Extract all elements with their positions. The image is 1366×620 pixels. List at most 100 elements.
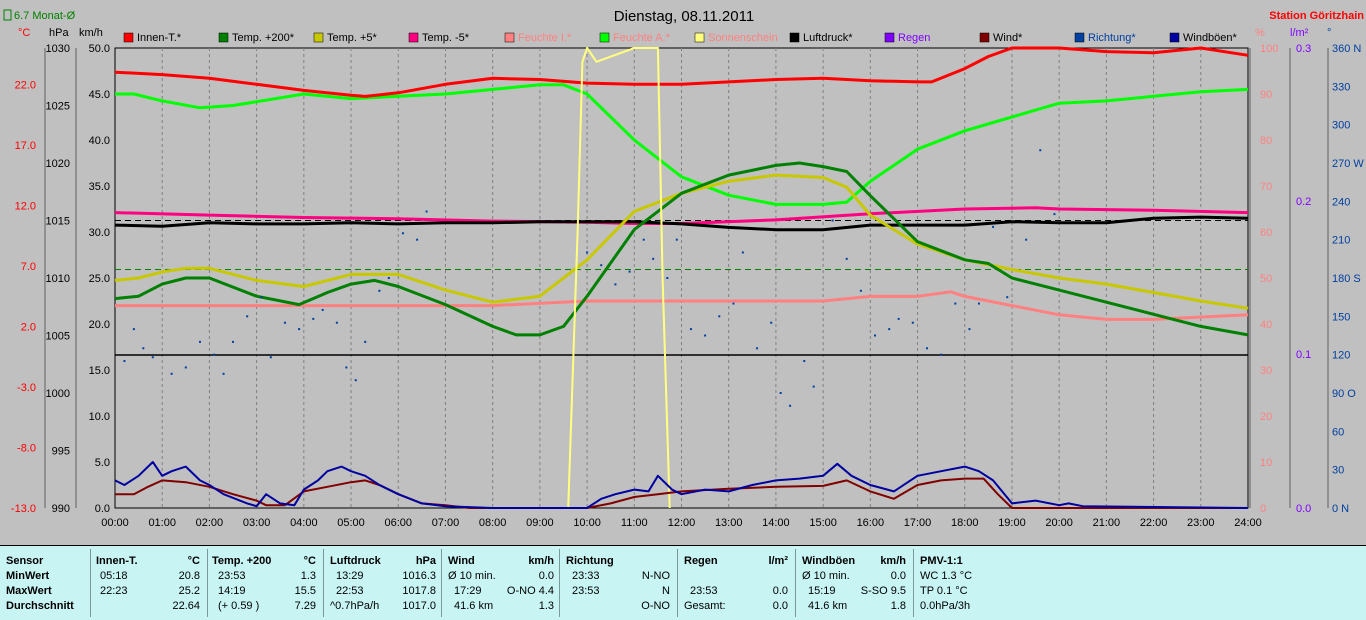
- richtung-point: [642, 238, 645, 241]
- richtung-point: [897, 317, 900, 320]
- time-tick-label: 04:00: [290, 517, 318, 529]
- wind-unit: km/h: [528, 555, 554, 567]
- richtung-point: [1053, 213, 1056, 216]
- stats-pmv-column: PMV-1:1 WC 1.3 °C TP 0.1 °C 0.0hPa/3h: [920, 546, 1030, 620]
- humidity-tick-label: 30: [1260, 365, 1272, 377]
- time-tick-label: 01:00: [148, 517, 176, 529]
- axes-group: 22.017.012.07.02.0-3.0-8.0-13.0103010251…: [11, 43, 1364, 529]
- temp-tick-label: -13.0: [11, 503, 36, 515]
- richtung-point: [132, 328, 135, 331]
- time-tick-label: 12:00: [668, 517, 696, 529]
- richtung-min-time: 23:33: [572, 570, 600, 582]
- richtung-point: [718, 315, 721, 318]
- richtung-point: [741, 251, 744, 254]
- legend-item-regen: Regen: [884, 32, 930, 44]
- series-group: [114, 46, 1249, 509]
- time-tick-label: 20:00: [1045, 517, 1073, 529]
- rain-tick-label: 0.2: [1296, 196, 1311, 208]
- temp200-unit: °C: [303, 555, 316, 567]
- wind-tick-label: 45.0: [89, 89, 110, 101]
- regen-unit: l/m²: [768, 555, 788, 567]
- time-tick-label: 19:00: [998, 517, 1026, 529]
- richtung-point: [586, 251, 589, 254]
- time-tick-label: 24:00: [1234, 517, 1262, 529]
- temp-tick-label: 12.0: [15, 200, 36, 212]
- stats-panel: Sensor MinWert MaxWert Durchschnitt Inne…: [0, 545, 1366, 620]
- row-label-avg: Durchschnitt: [6, 600, 74, 612]
- richtung-point: [812, 385, 815, 388]
- direction-tick-label: 210: [1332, 235, 1350, 247]
- wind-avg: 1.3: [538, 600, 554, 612]
- richtung-point: [704, 334, 707, 337]
- temp200-max-time: 14:19: [218, 585, 246, 597]
- legend-label: Wind*: [993, 32, 1023, 44]
- richtung-point: [845, 257, 848, 260]
- time-tick-label: 22:00: [1140, 517, 1168, 529]
- legend-label: Temp. +200*: [232, 32, 295, 44]
- wind-tick-label: 35.0: [89, 181, 110, 193]
- legend-swatch: [789, 32, 800, 43]
- temp-tick-label: 7.0: [21, 261, 36, 273]
- month-avg-label: 6.7 Monat-Ø: [14, 10, 76, 22]
- legend-label: Temp. +5*: [327, 32, 378, 44]
- legend-label: Sonnenschein: [708, 32, 778, 44]
- stats-wind-column: Wind km/h Ø 10 min. 0.0 17:29 O-NO 4.4 4…: [448, 546, 558, 620]
- time-tick-label: 11:00: [621, 517, 648, 529]
- richtung-point: [416, 238, 419, 241]
- temp-tick-label: 22.0: [15, 79, 36, 91]
- richtung-series: [123, 149, 1056, 407]
- temp200-avg: 7.29: [294, 600, 316, 612]
- legend-swatch: [313, 32, 324, 43]
- richtung-avg: O-NO: [641, 600, 670, 612]
- wind-tick-label: 5.0: [95, 457, 110, 469]
- richtung-point: [142, 347, 145, 350]
- temp200-min: 1.3: [300, 570, 316, 582]
- innen-max-time: 22:23: [100, 585, 128, 597]
- richtung-point: [298, 328, 301, 331]
- stats-label-column: Sensor MinWert MaxWert Durchschnitt: [6, 546, 88, 620]
- richtung-point: [789, 404, 792, 407]
- legend-swatch: [979, 32, 990, 43]
- legend-item-richtung: Richtung*: [1074, 32, 1136, 44]
- humidity-tick-label: 100: [1260, 43, 1278, 55]
- temp200-title: Temp. +200: [212, 555, 272, 567]
- pressure-tick-label: 995: [52, 446, 70, 458]
- richtung-point: [600, 264, 603, 267]
- time-tick-label: 21:00: [1093, 517, 1121, 529]
- legend-item-temp-5: Temp. -5*: [408, 32, 470, 44]
- legend: Innen-T.* Temp. +200* Temp. +5* Temp. -5* Fe…: [123, 32, 1238, 44]
- boeen-unit: km/h: [880, 555, 906, 567]
- temp200-trend: (+ 0.59 ): [218, 600, 260, 612]
- legend-label: Richtung*: [1088, 32, 1136, 44]
- legend-label: Innen-T.*: [137, 32, 182, 44]
- richtung-point: [756, 347, 759, 350]
- richtung-point: [770, 321, 773, 324]
- direction-tick-label: 300: [1332, 120, 1350, 132]
- richtung-point: [779, 392, 782, 394]
- temp-tick-label: 17.0: [15, 140, 36, 152]
- legend-label: Temp. -5*: [422, 32, 470, 44]
- temp-tick-label: -3.0: [17, 382, 36, 394]
- innen-min-time: 05:18: [100, 570, 128, 582]
- pressure-tick-label: 1015: [46, 216, 70, 228]
- richtung-point: [170, 372, 173, 375]
- richtung-point: [232, 340, 235, 343]
- legend-item-feuchte-i: Feuchte I.*: [504, 32, 572, 44]
- stats-separator: [559, 549, 560, 617]
- direction-tick-label: 270 W: [1332, 158, 1364, 170]
- temp-5-line: [114, 173, 1249, 310]
- stats-innen-column: Innen-T. °C 05:18 20.8 22:23 25.2 22.64: [96, 546, 206, 620]
- wind-tick-label: 30.0: [89, 227, 110, 239]
- boeen-distance: 41.6 km: [808, 600, 848, 612]
- pressure-tick-label: 1010: [46, 273, 70, 285]
- luftdruck-title: Luftdruck: [330, 555, 381, 567]
- richtung-point: [321, 308, 324, 311]
- time-tick-label: 00:00: [101, 517, 129, 529]
- richtung-point: [940, 353, 943, 356]
- boeen-min: 0.0: [890, 570, 906, 582]
- humidity-tick-label: 0: [1260, 503, 1266, 515]
- richtung-point: [689, 328, 692, 331]
- richtung-point: [184, 366, 187, 369]
- richtung-point: [378, 289, 381, 292]
- wind-tick-label: 40.0: [89, 135, 110, 147]
